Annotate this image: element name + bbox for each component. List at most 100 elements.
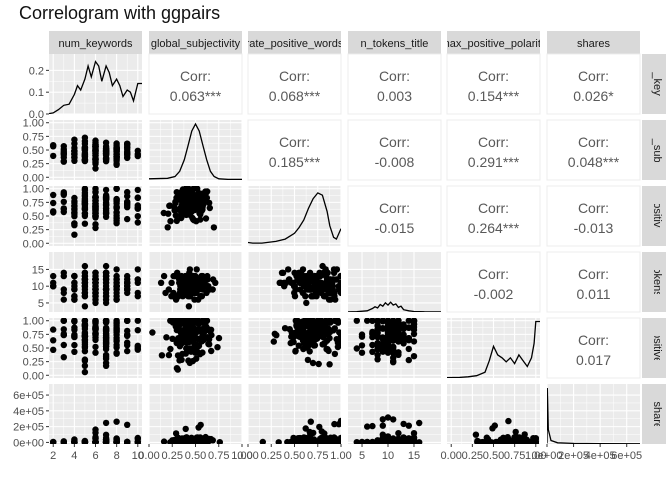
y-tick-label-1-0: 0.00	[23, 172, 44, 184]
density-line-num_keywords	[49, 60, 142, 114]
scatter-point	[176, 318, 183, 324]
scatter-point	[191, 206, 198, 214]
scatter-point	[102, 339, 110, 346]
corr-value-3-5: 0.011	[577, 286, 611, 302]
scatter-point	[195, 319, 202, 326]
scatter-point	[324, 346, 331, 353]
scatter-point	[353, 345, 360, 352]
scatter-point	[71, 198, 78, 205]
scatter-point	[50, 346, 57, 353]
scatter-point	[384, 343, 392, 350]
scatter-point	[189, 318, 197, 324]
scatter-point	[303, 299, 310, 307]
corr-value-2-5: -0.013	[574, 220, 614, 236]
scatter-point	[92, 426, 99, 433]
scatter-point	[113, 147, 120, 154]
scatter-point	[358, 331, 366, 338]
scatter-point	[102, 327, 110, 335]
scatter-point	[416, 439, 423, 444]
scatter-point	[384, 328, 392, 336]
scatter-point	[307, 418, 314, 425]
scatter-point	[60, 326, 67, 333]
corr-value-2-3: -0.015	[375, 220, 415, 236]
scatter-point	[178, 208, 185, 215]
scatter-point	[113, 198, 120, 205]
chart-title: Correlogram with ggpairs	[19, 3, 221, 23]
scatter-point	[405, 324, 412, 331]
scatter-point	[60, 143, 67, 150]
scatter-point	[186, 359, 193, 367]
scatter-point	[81, 276, 89, 283]
scatter-point	[172, 296, 180, 303]
x-tick-label-2-4: 1.00	[330, 450, 351, 462]
y-tick-label-0-1: 0.1	[29, 87, 44, 99]
scatter-point	[194, 348, 201, 355]
scatter-point	[374, 351, 381, 359]
scatter-point	[505, 417, 512, 425]
x-tick-label-2-0: 0.00	[237, 450, 258, 462]
top-strip-label-max_positive_polarity: max_positive_polarity	[441, 38, 547, 50]
scatter-point	[102, 289, 110, 297]
scatter-point	[60, 148, 67, 155]
scatter-point	[326, 289, 333, 297]
x-tick-label-3-2: 15	[408, 450, 420, 462]
scatter-point	[174, 366, 181, 373]
scatter-point	[102, 272, 110, 280]
scatter-point	[71, 202, 78, 210]
scatter-point	[60, 190, 67, 198]
scatter-point	[149, 329, 156, 336]
scatter-point	[134, 318, 141, 324]
scatter-point	[185, 303, 193, 310]
scatter-point	[71, 286, 78, 293]
scatter-point	[317, 331, 324, 338]
scatter-point	[395, 318, 402, 324]
scatter-point	[297, 279, 305, 286]
scatter-point	[181, 321, 188, 328]
y-tick-label-5-1: 2e+05	[13, 422, 44, 434]
corr-value-0-3: 0.003	[377, 88, 412, 104]
x-tick-label-2-2: 0.50	[284, 450, 305, 462]
y-tick-label-4-4: 1.00	[23, 316, 44, 328]
scatter-point	[308, 286, 315, 293]
scatter-point	[327, 434, 334, 441]
scatter-point	[285, 266, 292, 273]
scatter-point	[102, 205, 110, 212]
scatter-point	[290, 334, 297, 341]
corr-panel-1-5	[546, 119, 641, 181]
scatter-point	[374, 328, 381, 336]
scatter-point	[369, 318, 376, 324]
top-strip-2	[248, 31, 341, 54]
scatter-point	[193, 335, 200, 342]
scatter-points-4-0	[50, 318, 141, 376]
density-line-shares	[547, 387, 640, 444]
scatter-point	[395, 349, 402, 356]
scatter-point	[512, 428, 519, 436]
scatter-point	[81, 303, 89, 310]
scatter-point	[197, 421, 204, 429]
scatter-point	[171, 439, 179, 444]
scatter-point	[134, 150, 141, 158]
y-tick-label-5-3: 6e+05	[13, 390, 44, 402]
scatter-point	[162, 289, 169, 297]
scatter-point	[60, 331, 67, 339]
scatter-point	[288, 279, 295, 286]
corr-panel-1-2	[247, 119, 342, 181]
scatter-point	[177, 196, 184, 204]
scatter-point	[71, 439, 78, 444]
scatter-point	[197, 216, 204, 223]
density-line-n_tokens_title	[348, 301, 441, 312]
x-tick-label-1-2: 0.50	[185, 450, 206, 462]
scatter-point	[102, 199, 110, 206]
scatter-point	[92, 224, 99, 232]
scatter-point	[60, 341, 67, 349]
y-tick-label-2-0: 0.00	[23, 238, 44, 250]
scatter-point	[369, 341, 376, 349]
density-line-max_positive_polarity	[447, 320, 540, 378]
corr-value-0-1: 0.063***	[170, 88, 222, 104]
scatter-point	[134, 345, 141, 352]
scatter-point	[369, 422, 376, 430]
panel-bg-5-5	[547, 384, 640, 444]
scatter-point	[501, 439, 508, 444]
scatter-point	[379, 422, 386, 429]
